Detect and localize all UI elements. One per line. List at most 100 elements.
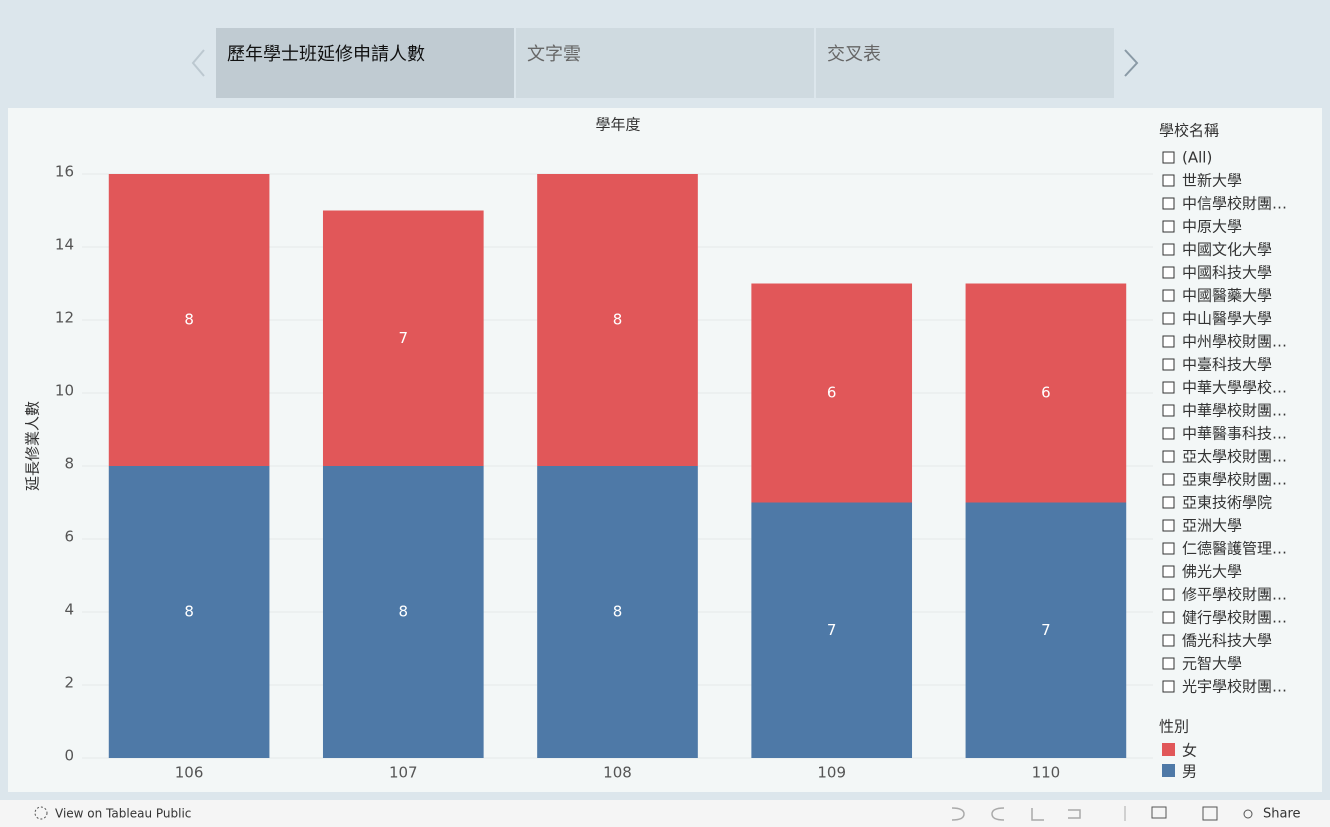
bar-segment: [322, 210, 484, 466]
checkbox[interactable]: [1162, 381, 1175, 394]
refresh[interactable]: [1068, 809, 1081, 819]
bar-segment: [751, 283, 913, 503]
bar-segment: [108, 174, 270, 466]
checkbox[interactable]: [1162, 565, 1175, 578]
filter-item[interactable]: 亞東技術學院: [1182, 494, 1272, 512]
filter-item[interactable]: 亞東學校財團…: [1182, 471, 1287, 489]
share-icon[interactable]: [1243, 809, 1253, 819]
data-label: 6: [827, 384, 837, 402]
data-label: 7: [399, 329, 409, 347]
revert[interactable]: [1031, 808, 1044, 821]
filter-item[interactable]: 中原大學: [1182, 218, 1242, 236]
y-tick-label: 10: [55, 382, 74, 400]
bar-segment: [322, 466, 484, 758]
filter-item[interactable]: 中國文化大學: [1182, 241, 1272, 259]
checkbox[interactable]: [1162, 427, 1175, 440]
checkbox[interactable]: [1162, 243, 1175, 256]
tab-label[interactable]: 文字雲: [527, 44, 581, 65]
checkbox[interactable]: [1162, 519, 1175, 532]
filter-item[interactable]: 中華學校財團…: [1182, 402, 1287, 420]
filter-item[interactable]: 佛光大學: [1182, 563, 1242, 581]
filter-item[interactable]: 僑光科技大學: [1182, 632, 1272, 650]
filter-item[interactable]: 光宇學校財團…: [1182, 678, 1287, 696]
data-label: 8: [399, 603, 409, 621]
filter-item[interactable]: 中華醫事科技…: [1182, 425, 1287, 443]
bar-segment: [751, 502, 913, 758]
tab-label[interactable]: 交叉表: [827, 44, 881, 65]
checkbox[interactable]: [1162, 634, 1175, 647]
data-label: 8: [613, 311, 623, 329]
filter-item[interactable]: 中信學校財團…: [1182, 195, 1287, 213]
filter-item[interactable]: 中臺科技大學: [1182, 356, 1272, 374]
checkbox[interactable]: [1162, 496, 1175, 509]
y-tick-label: 6: [64, 528, 74, 546]
fullscreen-icon[interactable]: [1202, 806, 1218, 821]
data-label: 8: [613, 603, 623, 621]
filter-item[interactable]: (All): [1182, 149, 1212, 167]
checkbox[interactable]: [1162, 151, 1175, 164]
next-arrow[interactable]: [1124, 49, 1139, 77]
filter-title: 學校名稱: [1159, 122, 1219, 140]
filter-item[interactable]: 亞洲大學: [1182, 517, 1242, 535]
checkbox[interactable]: [1162, 197, 1175, 210]
tableau-icon[interactable]: [34, 806, 48, 820]
x-tick-label: 107: [389, 764, 418, 782]
filter-item[interactable]: 中國醫藥大學: [1182, 287, 1272, 305]
filter-item[interactable]: 仁德醫護管理…: [1182, 540, 1287, 558]
filter-item[interactable]: 世新大學: [1182, 172, 1242, 190]
tab-label[interactable]: 歷年學士班延修申請人數: [227, 44, 425, 65]
checkbox[interactable]: [1162, 220, 1175, 233]
bar-segment: [537, 466, 698, 758]
y-axis-title: 延長修業人數: [24, 401, 42, 491]
redo[interactable]: [991, 807, 1005, 821]
checkbox[interactable]: [1162, 404, 1175, 417]
bar-segment: [537, 174, 698, 466]
checkbox[interactable]: [1162, 657, 1175, 670]
data-label: 8: [184, 311, 194, 329]
filter-item[interactable]: 中國科技大學: [1182, 264, 1272, 282]
legend-swatch: [1162, 743, 1175, 756]
bar-segment: [108, 466, 270, 758]
checkbox[interactable]: [1162, 266, 1175, 279]
filter-item[interactable]: 亞太學校財團…: [1182, 448, 1287, 466]
view-link[interactable]: View on Tableau Public: [55, 807, 191, 821]
y-tick-label: 16: [55, 163, 74, 181]
filter-item[interactable]: 中山醫學大學: [1182, 310, 1272, 328]
checkbox[interactable]: [1162, 358, 1175, 371]
checkbox[interactable]: [1162, 289, 1175, 302]
checkbox[interactable]: [1162, 542, 1175, 555]
bar-segment: [965, 283, 1127, 503]
tab[interactable]: [516, 28, 814, 98]
data-label: 6: [1041, 384, 1051, 402]
legend-swatch: [1162, 764, 1175, 777]
checkbox[interactable]: [1162, 588, 1175, 601]
filter-item[interactable]: 健行學校財團…: [1182, 609, 1287, 627]
legend-label: 男: [1182, 763, 1197, 781]
share-label[interactable]: Share: [1263, 807, 1301, 822]
x-tick-label: 109: [817, 764, 846, 782]
checkbox[interactable]: [1162, 680, 1175, 693]
prev-arrow[interactable]: [191, 49, 205, 77]
checkbox[interactable]: [1162, 450, 1175, 463]
comment-icon[interactable]: [1151, 806, 1167, 819]
tab-active[interactable]: [216, 28, 514, 98]
y-tick-label: 8: [64, 455, 74, 473]
legend: 女男: [1162, 742, 1197, 781]
checkbox[interactable]: [1162, 611, 1175, 624]
checkbox[interactable]: [1162, 473, 1175, 486]
y-tick-label: 2: [64, 674, 74, 692]
checkbox[interactable]: [1162, 174, 1175, 187]
checkbox[interactable]: [1162, 312, 1175, 325]
checkbox[interactable]: [1162, 335, 1175, 348]
filter-item[interactable]: 中州學校財團…: [1182, 333, 1287, 351]
filter-item[interactable]: 修平學校財團…: [1182, 586, 1287, 604]
undo[interactable]: [951, 807, 965, 821]
filter-item[interactable]: 元智大學: [1182, 655, 1242, 673]
x-tick-label: 108: [603, 764, 632, 782]
toolbar: [0, 800, 1330, 827]
y-tick-label: 4: [64, 601, 74, 619]
tab[interactable]: [816, 28, 1114, 98]
bar-segment: [965, 502, 1127, 758]
filter-item[interactable]: 中華大學學校…: [1182, 379, 1287, 397]
